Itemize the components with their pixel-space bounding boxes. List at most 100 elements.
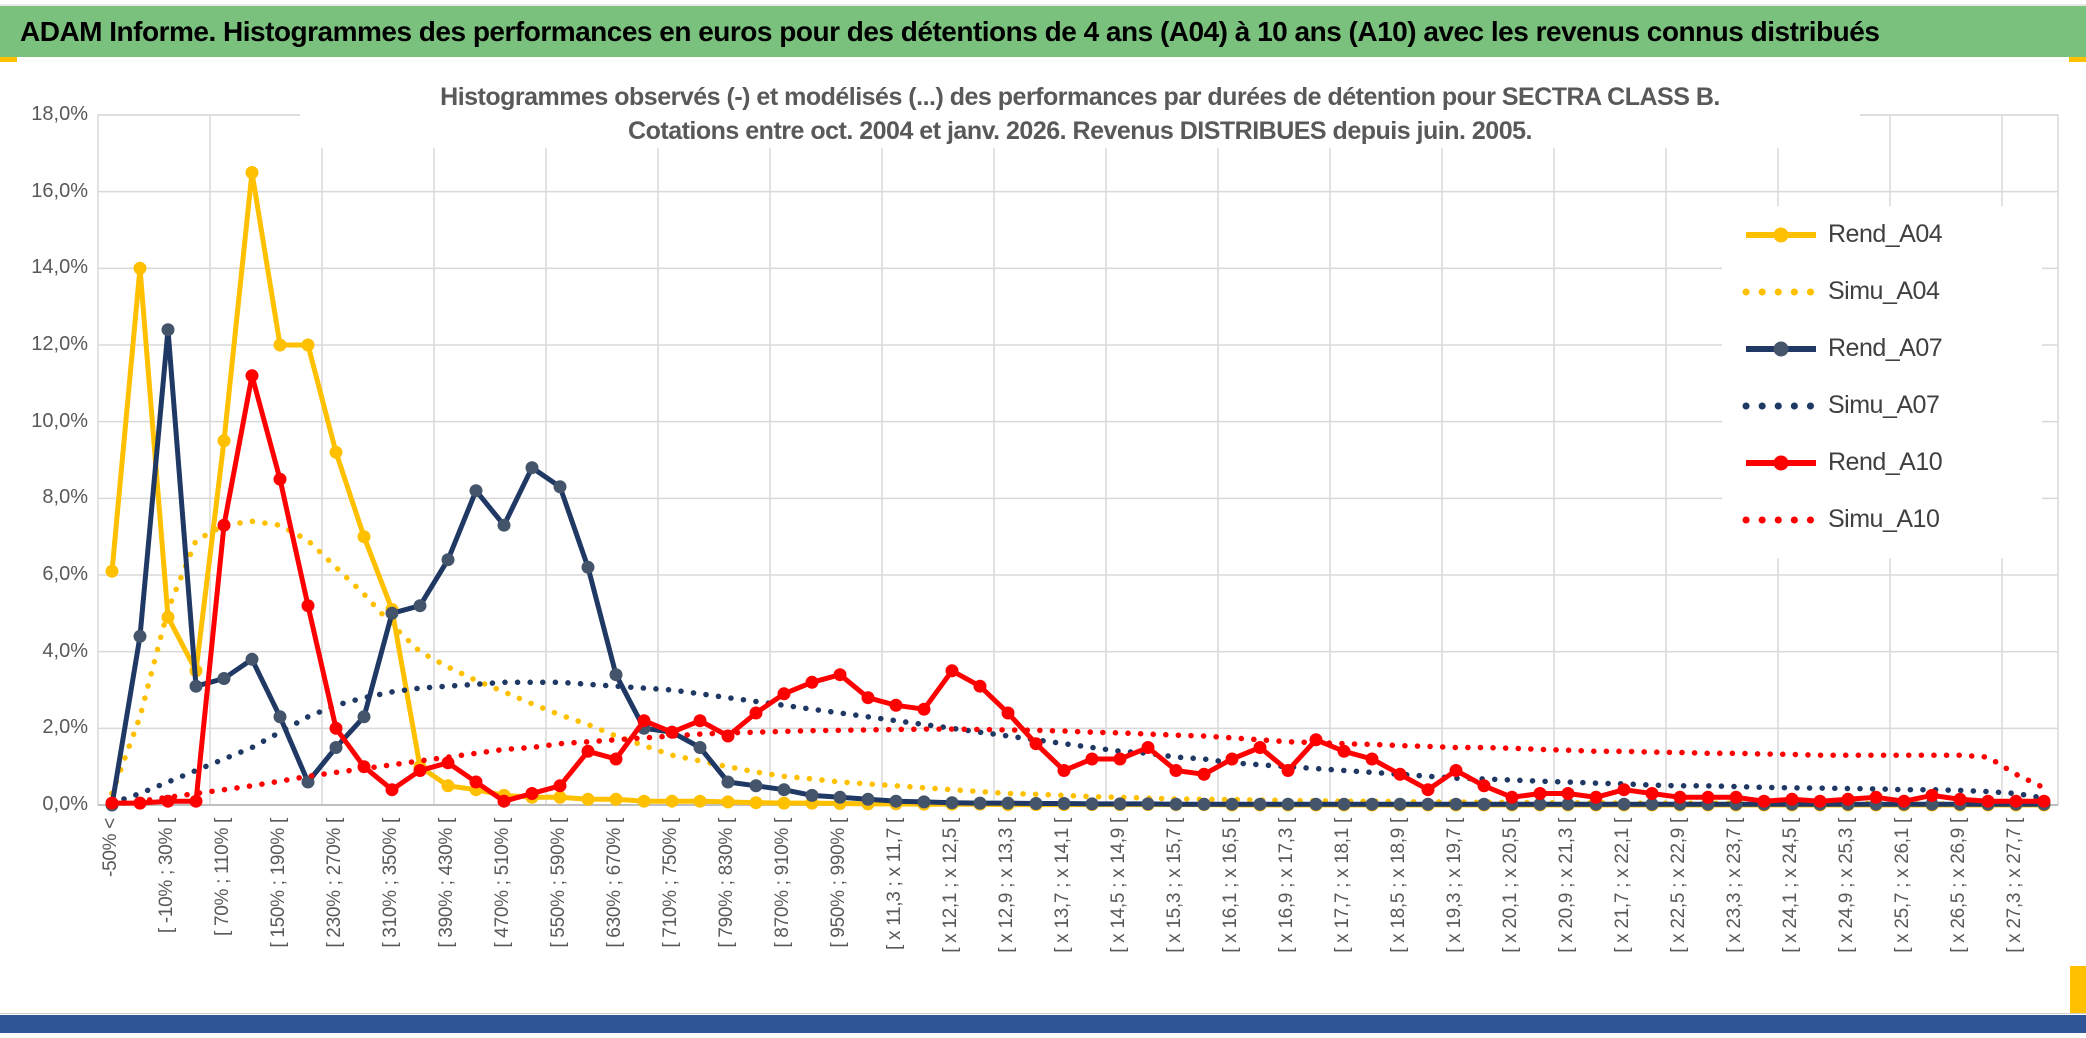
marker-rend_a10 xyxy=(2009,794,2023,808)
marker-rend_a10 xyxy=(1225,752,1239,766)
marker-rend_a07 xyxy=(133,629,147,643)
marker-rend_a07 xyxy=(1477,797,1491,811)
y-tick-label: 2,0% xyxy=(42,716,88,739)
marker-rend_a10 xyxy=(1505,790,1519,804)
legend-item-rend_a07[interactable]: Rend_A07 xyxy=(1722,320,2042,377)
marker-rend_a10 xyxy=(693,714,707,728)
y-tick-label: 12,0% xyxy=(31,333,88,355)
marker-rend_a07 xyxy=(1561,797,1575,811)
series-line-simu_a10 xyxy=(109,726,2047,807)
x-category-label: [ x 14,5 ; x 14,9 [ xyxy=(1108,818,1129,953)
x-category-label: [ 230% ; 270% [ xyxy=(324,818,345,948)
marker-rend_a10 xyxy=(329,721,343,735)
marker-rend_a04 xyxy=(609,792,623,806)
marker-rend_a10 xyxy=(749,706,763,720)
x-category-label: [ x 23,3 ; x 23,7 [ xyxy=(1724,818,1745,953)
marker-rend_a10 xyxy=(1197,767,1211,781)
x-category-label: [ x 12,9 ; x 13,3 [ xyxy=(996,818,1017,953)
marker-rend_a07 xyxy=(1617,797,1631,811)
x-category-label: [ x 26,5 ; x 26,9 [ xyxy=(1948,818,1969,953)
x-category-label: [ x 13,7 ; x 14,1 [ xyxy=(1052,818,1073,953)
marker-rend_a10 xyxy=(1477,779,1491,793)
gold-accent-bottom-right xyxy=(2070,966,2086,1014)
marker-rend_a10 xyxy=(1141,741,1155,754)
marker-rend_a07 xyxy=(917,795,931,809)
legend-dotted-line-swatch xyxy=(1742,288,1820,295)
marker-rend_a10 xyxy=(1673,790,1687,804)
marker-rend_a10 xyxy=(777,687,791,701)
marker-rend_a07 xyxy=(189,679,203,693)
marker-rend_a07 xyxy=(861,792,875,806)
chart-title-line2: Cotations entre oct. 2004 et janv. 2026.… xyxy=(628,117,1532,145)
marker-rend_a07 xyxy=(1281,797,1295,811)
legend-item-simu_a04[interactable]: Simu_A04 xyxy=(1722,263,2042,320)
marker-rend_a10 xyxy=(217,518,231,532)
x-category-label: [ x 17,7 ; x 18,1 [ xyxy=(1332,818,1353,953)
marker-rend_a10 xyxy=(1869,790,1883,804)
y-tick-label: 8,0% xyxy=(42,486,88,509)
marker-rend_a07 xyxy=(301,775,315,789)
legend-label: Rend_A07 xyxy=(1828,334,1943,362)
header-bar[interactable]: ADAM Informe. Histogrammes des performan… xyxy=(0,4,2086,57)
marker-rend_a10 xyxy=(945,664,959,678)
marker-rend_a10 xyxy=(1645,787,1659,800)
marker-rend_a07 xyxy=(1365,797,1379,811)
marker-rend_a07 xyxy=(553,480,567,494)
marker-rend_a07 xyxy=(1309,797,1323,811)
marker-rend_a10 xyxy=(805,675,819,689)
marker-rend_a04 xyxy=(329,445,343,459)
legend-item-simu_a07[interactable]: Simu_A07 xyxy=(1722,377,2042,434)
marker-rend_a07 xyxy=(1393,797,1407,811)
marker-rend_a10 xyxy=(1925,788,1939,802)
marker-rend_a10 xyxy=(1757,794,1771,808)
marker-rend_a10 xyxy=(1981,794,1995,808)
x-category-label: [ 950% ; 990% [ xyxy=(828,818,849,948)
marker-rend_a10 xyxy=(917,702,931,716)
marker-rend_a07 xyxy=(1645,797,1659,811)
marker-rend_a04 xyxy=(357,530,371,544)
marker-rend_a10 xyxy=(1897,794,1911,808)
x-category-label: [ 150% ; 190% [ xyxy=(268,818,289,948)
marker-rend_a10 xyxy=(1001,706,1015,720)
marker-rend_a04 xyxy=(245,166,259,179)
marker-rend_a10 xyxy=(441,756,455,770)
legend-dotted-line-swatch xyxy=(1742,402,1820,409)
x-category-label: [ 870% ; 910% [ xyxy=(772,818,793,948)
marker-rend_a07 xyxy=(273,710,287,724)
marker-rend_a10 xyxy=(1729,790,1743,804)
marker-rend_a07 xyxy=(1533,797,1547,811)
marker-rend_a07 xyxy=(721,775,735,789)
marker-rend_a10 xyxy=(385,783,399,797)
marker-rend_a10 xyxy=(1841,792,1855,806)
y-tick-label: 4,0% xyxy=(42,639,88,662)
marker-rend_a10 xyxy=(1589,790,1603,804)
legend-item-rend_a04[interactable]: Rend_A04 xyxy=(1722,206,2042,263)
x-category-label: [ 310% ; 350% [ xyxy=(380,818,401,948)
x-category-label: [ 790% ; 830% [ xyxy=(716,818,737,948)
legend-item-simu_a10[interactable]: Simu_A10 xyxy=(1722,491,2042,548)
marker-rend_a07 xyxy=(1113,797,1127,811)
marker-rend_a04 xyxy=(273,338,287,352)
marker-rend_a04 xyxy=(105,564,119,578)
marker-rend_a10 xyxy=(1393,767,1407,781)
marker-rend_a07 xyxy=(581,560,595,574)
x-category-label: [ x 22,5 ; x 22,9 [ xyxy=(1668,818,1689,953)
bottom-bar xyxy=(0,1015,2086,1033)
marker-rend_a07 xyxy=(749,779,763,793)
legend-item-rend_a10[interactable]: Rend_A10 xyxy=(1722,434,2042,491)
marker-rend_a04 xyxy=(301,338,315,352)
marker-rend_a07 xyxy=(1421,797,1435,811)
chart-title: Histogrammes observés (-) et modélisés (… xyxy=(300,80,1860,148)
legend-label: Rend_A10 xyxy=(1828,448,1943,476)
marker-rend_a10 xyxy=(637,714,651,728)
marker-rend_a07 xyxy=(245,652,259,666)
x-category-label: [ 390% ; 430% [ xyxy=(436,818,457,948)
marker-rend_a04 xyxy=(553,790,567,804)
legend-label: Simu_A04 xyxy=(1828,277,1940,305)
marker-rend_a07 xyxy=(833,790,847,804)
marker-rend_a07 xyxy=(1141,797,1155,811)
marker-rend_a10 xyxy=(1813,794,1827,808)
legend-solid-line-swatch xyxy=(1746,455,1816,470)
marker-rend_a04 xyxy=(637,794,651,808)
series-line-rend_a07 xyxy=(109,327,2044,807)
